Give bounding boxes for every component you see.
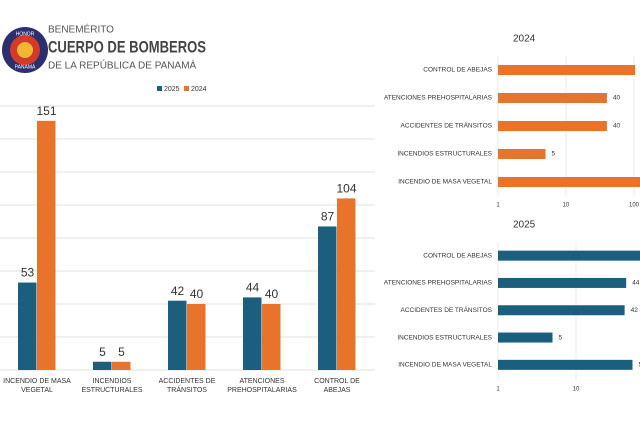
- header-kicker: BENEMÉRITO: [48, 23, 114, 36]
- bar: [498, 149, 546, 159]
- data-label: 40: [613, 123, 621, 130]
- legend-label: 2025: [164, 86, 180, 93]
- y-tick-label: CONTROL DE ABEJAS: [423, 252, 492, 259]
- bar: [262, 304, 281, 370]
- bar: [37, 120, 56, 370]
- bar: [318, 226, 337, 370]
- data-label: 5: [118, 345, 125, 359]
- bar: [18, 282, 37, 370]
- logo-center: [17, 42, 33, 58]
- x-tick-label: INCENDIO DE MASA VEGETAL: [3, 378, 71, 394]
- x-tick-label: ATENCIONES PREHOSPITALARIAS: [227, 378, 297, 394]
- legend-label: 2024: [191, 86, 207, 93]
- logo-text: PANAMÁ: [15, 63, 36, 70]
- bar: [168, 300, 187, 370]
- data-label: 44: [632, 280, 640, 287]
- x-tick-label: CONTROL DE ABEJAS: [314, 378, 360, 394]
- bar: [112, 361, 131, 370]
- data-label: 87: [321, 210, 335, 224]
- bar: [498, 65, 636, 75]
- data-label: 40: [265, 287, 279, 301]
- y-tick-label: INCENDIO DE MASA VEGETAL: [398, 362, 492, 369]
- header-subtitle: DE LA REPÚBLICA DE PANAMÁ: [48, 59, 197, 72]
- x-tick-label: 100: [629, 203, 640, 209]
- x-tick-label: ACCIDENTES DE TRÁNSITOS: [158, 378, 216, 394]
- bar: [337, 198, 356, 370]
- legend-swatch: [157, 86, 162, 91]
- data-label: 5: [99, 345, 106, 359]
- x-tick-label: 10: [563, 203, 570, 209]
- y-tick-label: CONTROL DE ABEJAS: [423, 67, 492, 74]
- y-tick-label: ACCIDENTES DE TRÁNSITOS: [401, 305, 493, 314]
- bar: [93, 361, 112, 370]
- bar: [243, 297, 262, 370]
- data-label: 53: [638, 362, 640, 369]
- y-tick-label: ATENCIONES PREHOSPITALARIAS: [384, 280, 493, 287]
- data-label: 53: [21, 266, 35, 280]
- bar: [498, 250, 640, 261]
- data-label: 5: [552, 151, 556, 158]
- bar: [498, 121, 607, 131]
- data-label: 42: [631, 307, 639, 314]
- header-title: CUERPO DE BOMBEROS: [48, 37, 206, 56]
- x-tick-label: 1: [496, 203, 500, 209]
- logo: HONOR PANAMÁ: [2, 27, 48, 73]
- legend-swatch: [184, 86, 189, 91]
- data-label: 5: [559, 334, 563, 341]
- data-label: 40: [613, 95, 621, 102]
- chart-title: 2024: [513, 34, 536, 45]
- y-tick-label: INCENDIO DE MASA VEGETAL: [398, 179, 492, 186]
- data-label: 42: [171, 284, 185, 298]
- x-tick-label: 1: [496, 387, 500, 393]
- chart-title: 2025: [513, 220, 536, 231]
- bar: [498, 93, 607, 103]
- logo-text: HONOR: [16, 31, 35, 37]
- x-tick-label: INCENDIOS ESTRUCTURALES: [81, 378, 143, 394]
- data-label: 40: [190, 287, 204, 301]
- y-tick-label: ATENCIONES PREHOSPITALARIAS: [384, 95, 493, 102]
- bar: [498, 359, 633, 370]
- data-label: 151: [36, 104, 56, 118]
- bar: [498, 332, 553, 343]
- data-label: 104: [336, 182, 356, 196]
- bar: [498, 277, 627, 288]
- y-tick-label: INCENDIOS ESTRUCTURALES: [397, 334, 492, 341]
- x-tick-label: 10: [573, 387, 580, 393]
- bar: [498, 305, 625, 316]
- y-tick-label: ACCIDENTES DE TRÁNSITOS: [401, 121, 493, 130]
- bar: [498, 177, 640, 187]
- y-tick-label: INCENDIOS ESTRUCTURALES: [397, 151, 492, 158]
- data-label: 44: [246, 281, 260, 295]
- bar: [187, 304, 206, 370]
